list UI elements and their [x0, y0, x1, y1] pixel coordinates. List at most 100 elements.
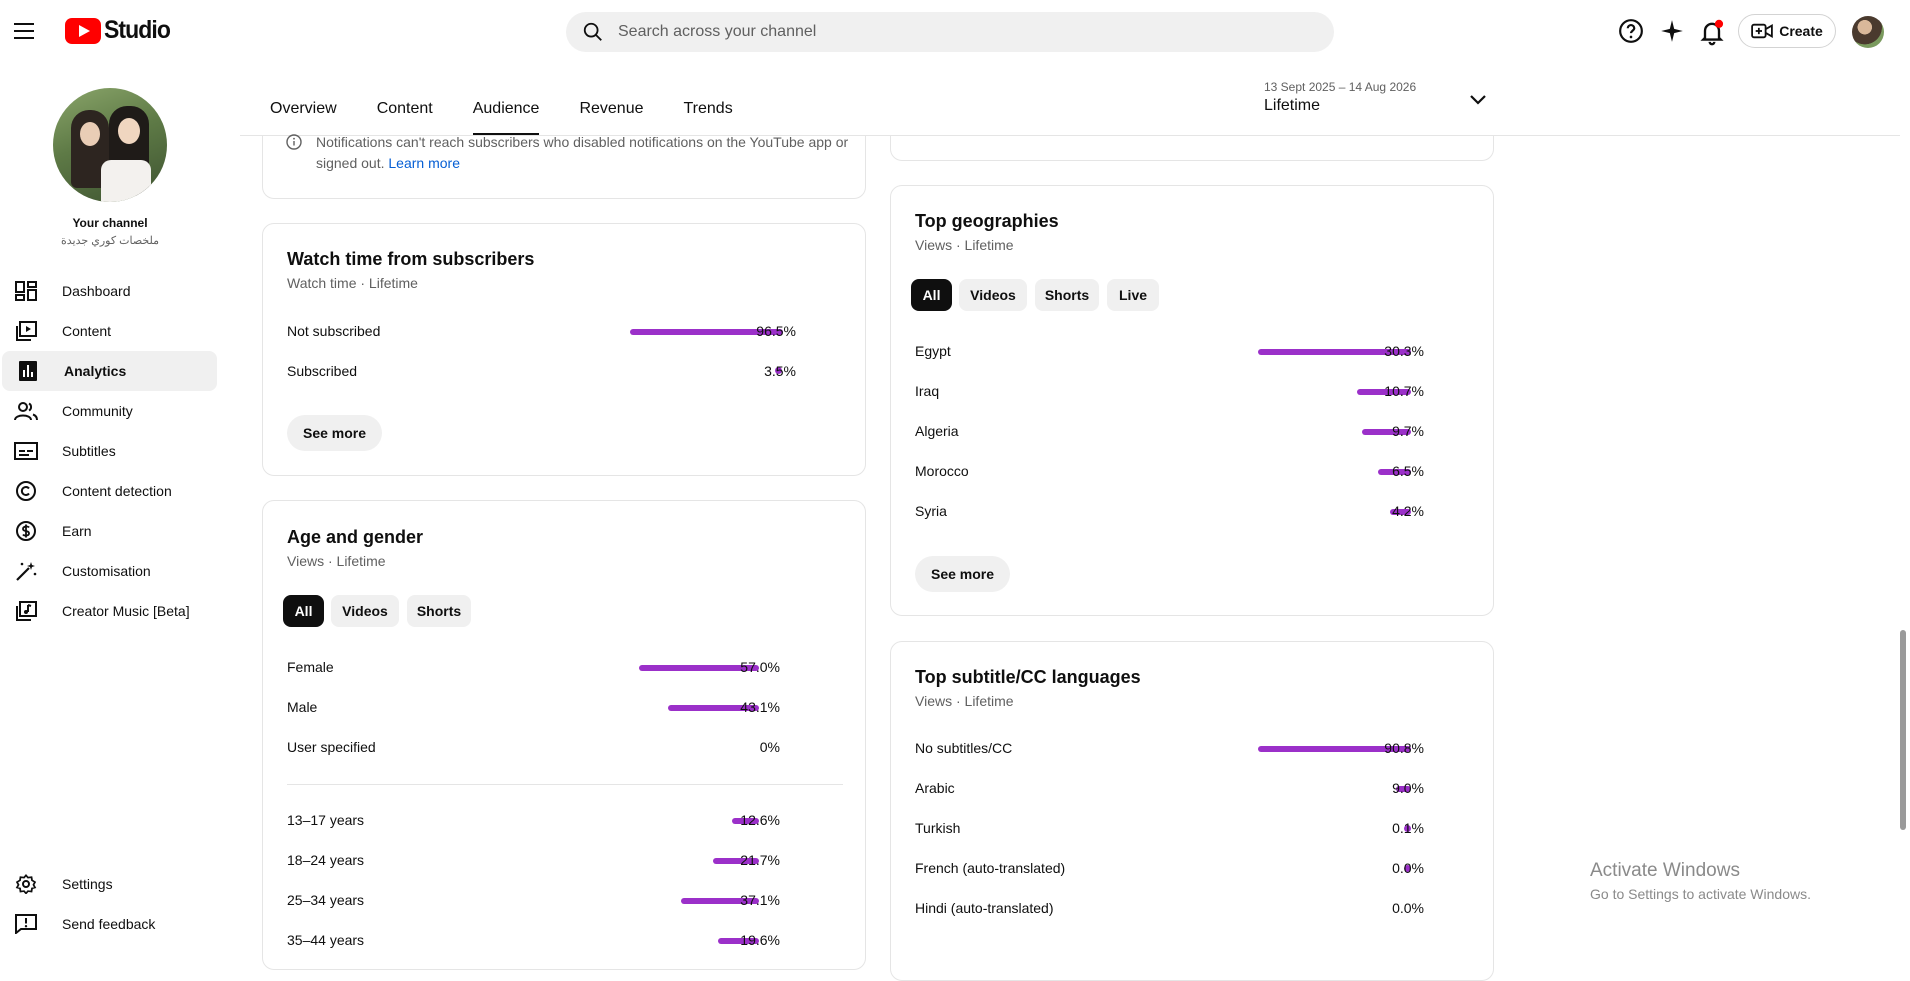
geo-pct: 30.3%: [1384, 343, 1424, 359]
subtitles-icon: [14, 442, 38, 460]
watch-time-subscribers-card: Watch time from subscribers Watch time ·…: [262, 223, 866, 476]
sidebar-item-dashboard[interactable]: Dashboard: [0, 271, 220, 311]
age-row-label: 35–44 years: [287, 932, 365, 948]
see-more-button[interactable]: See more: [287, 415, 383, 451]
watermark-title: Activate Windows: [1590, 860, 1740, 881]
geo-pct: 9.7%: [1392, 423, 1424, 439]
notification-notice: Notifications can't reach subscribers wh…: [316, 132, 866, 174]
card-title: Top subtitle/CC languages: [915, 667, 1141, 687]
date-range-picker[interactable]: 13 Sept 2025 – 14 Aug 2026 Lifetime: [1264, 80, 1416, 115]
geo-pct: 10.7%: [1384, 383, 1424, 399]
learn-more-link[interactable]: Learn more: [388, 155, 460, 171]
sidebar-item-label: Dashboard: [62, 283, 131, 299]
subscriber-notifications-card: [262, 136, 866, 199]
gender-pct: 43.1%: [740, 699, 780, 715]
tab-audience[interactable]: Audience: [472, 100, 539, 136]
search-input[interactable]: [618, 23, 1268, 41]
geo-bar: [1357, 389, 1411, 395]
lang-row-label: Arabic: [915, 780, 955, 796]
lang-pct: 90.8%: [1384, 740, 1424, 756]
geo-bar: [1390, 509, 1411, 515]
age-row-label: 13–17 years: [287, 812, 365, 828]
sidebar-item-settings[interactable]: Settings: [0, 864, 220, 904]
create-button[interactable]: Create: [1738, 14, 1836, 48]
lang-row-label: Turkish: [915, 820, 961, 836]
copyright-icon: [16, 481, 36, 501]
top-right-card: [890, 136, 1494, 161]
sidebar-item-earn[interactable]: Earn: [0, 511, 220, 551]
sidebar-item-content[interactable]: Content: [0, 311, 220, 351]
channel-avatar[interactable]: [53, 88, 167, 202]
tab-overview[interactable]: Overview: [270, 100, 337, 117]
tab-trends[interactable]: Trends: [683, 100, 733, 117]
filter-videos[interactable]: Videos: [331, 595, 399, 627]
gender-row-label: Female: [287, 659, 334, 675]
sidebar-item-label: Subtitles: [62, 443, 116, 459]
geo-bar: [1258, 349, 1411, 355]
scrollbar-thumb[interactable]: [1900, 630, 1906, 830]
sidebar-item-community[interactable]: Community: [0, 391, 220, 431]
filter-shorts[interactable]: Shorts: [1035, 279, 1099, 311]
search-icon: [583, 22, 602, 41]
gender-bar: [668, 705, 759, 711]
sidebar-item-label: Creator Music [Beta]: [62, 603, 190, 619]
lang-bar: [1404, 825, 1411, 832]
top-geographies-card: Top geographies Views · Lifetime All Vid…: [890, 185, 1494, 616]
lang-row-label: Hindi (auto-translated): [915, 900, 1054, 916]
filter-shorts[interactable]: Shorts: [407, 595, 471, 627]
chevron-down-icon[interactable]: [1468, 92, 1488, 108]
content-icon: [16, 321, 37, 341]
watch-bar: [630, 329, 783, 335]
filter-live[interactable]: Live: [1107, 279, 1159, 311]
top-bar: Studio Create: [0, 0, 1910, 64]
geo-pct: 4.2%: [1392, 503, 1424, 519]
info-icon: [286, 134, 302, 150]
geo-bar: [1378, 469, 1411, 475]
filter-videos[interactable]: Videos: [959, 279, 1027, 311]
card-subtitle: Views · Lifetime: [287, 553, 386, 569]
activate-windows-watermark: Activate Windows Go to Settings to activ…: [1590, 860, 1811, 902]
sidebar-item-content-detection[interactable]: Content detection: [0, 471, 220, 511]
gender-bar: [639, 665, 759, 671]
sidebar-item-analytics[interactable]: Analytics: [2, 351, 217, 391]
hamburger-menu-icon[interactable]: [14, 14, 42, 48]
age-bar: [732, 818, 759, 824]
age-row-label: 25–34 years: [287, 892, 365, 908]
tab-revenue[interactable]: Revenue: [579, 100, 644, 117]
tab-content[interactable]: Content: [376, 100, 433, 117]
sidebar-item-customisation[interactable]: Customisation: [0, 551, 220, 591]
lang-bar: [1404, 865, 1411, 872]
sidebar-item-send-feedback[interactable]: Send feedback: [0, 904, 220, 944]
sidebar-item-label: Analytics: [64, 363, 127, 379]
notification-bell-icon[interactable]: [1698, 18, 1726, 46]
age-bar: [718, 938, 759, 944]
filter-all[interactable]: All: [911, 279, 952, 311]
age-pct: 12.6%: [740, 812, 780, 828]
geo-row-label: Syria: [915, 503, 947, 519]
sparkle-icon[interactable]: [1659, 18, 1685, 44]
sidebar-item-subtitles[interactable]: Subtitles: [0, 431, 220, 471]
magic-wand-icon: [16, 562, 37, 581]
help-icon[interactable]: [1618, 18, 1644, 44]
sidebar-bottom: Settings Send feedback: [0, 864, 220, 944]
watch-row-label: Subscribed: [287, 363, 358, 379]
account-avatar[interactable]: [1852, 16, 1884, 48]
sidebar-nav: Dashboard Content Analytics Community Su…: [0, 271, 220, 631]
feedback-icon: [15, 914, 37, 934]
lang-row-label: No subtitles/CC: [915, 740, 1013, 756]
card-title: Top geographies: [915, 211, 1059, 231]
card-subtitle: Watch time · Lifetime: [287, 275, 418, 291]
notice-text: Notifications can't reach subscribers wh…: [316, 134, 849, 171]
date-range-dates: 13 Sept 2025 – 14 Aug 2026: [1264, 80, 1417, 94]
sidebar-item-label: Settings: [62, 876, 113, 892]
channel-name: ملخصات كوري جديدة: [60, 235, 159, 247]
see-more-button[interactable]: See more: [915, 556, 1011, 592]
sidebar-item-label: Customisation: [62, 563, 151, 579]
watch-pct: 3.5%: [764, 363, 796, 379]
studio-logo[interactable]: Studio: [65, 16, 176, 45]
sidebar-item-creator-music[interactable]: Creator Music [Beta]: [0, 591, 220, 631]
lang-pct: 0.0%: [1392, 860, 1424, 876]
search-bar[interactable]: [566, 12, 1334, 52]
age-row-label: 18–24 years: [287, 852, 365, 868]
filter-all[interactable]: All: [283, 595, 324, 627]
